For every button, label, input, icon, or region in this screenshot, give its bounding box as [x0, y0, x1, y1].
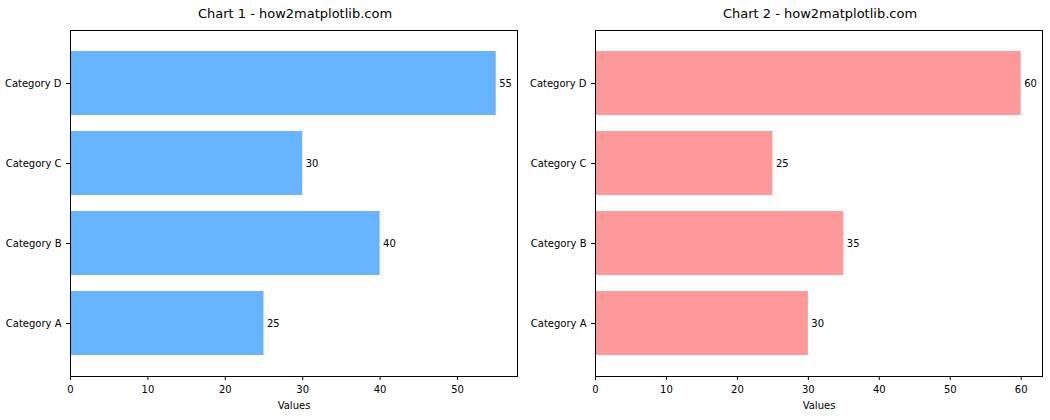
- svg-text:25: 25: [776, 158, 789, 169]
- svg-text:60: 60: [1015, 384, 1028, 395]
- svg-text:20: 20: [219, 384, 232, 395]
- svg-text:10: 10: [660, 384, 673, 395]
- svg-text:60: 60: [1024, 78, 1037, 89]
- svg-text:30: 30: [296, 384, 309, 395]
- svg-text:30: 30: [306, 158, 319, 169]
- html-text:Chart 2 - how2matplotlib.com: Chart 2 - how2matplotlib.com: [722, 6, 918, 21]
- svg-text:Category A: Category A: [531, 318, 587, 329]
- svg-text:Category C: Category C: [531, 158, 587, 169]
- svg-text:40: 40: [873, 384, 886, 395]
- svg-text:40: 40: [383, 238, 396, 249]
- svg-text:Category D: Category D: [530, 78, 587, 89]
- svg-text:25: 25: [267, 318, 280, 329]
- html-text:Chart 1 - how2matplotlib.com: Chart 1 - how2matplotlib.com: [197, 6, 393, 21]
- svg-text:55: 55: [499, 78, 512, 89]
- svg-text:30: 30: [802, 384, 815, 395]
- svg-text:Category B: Category B: [531, 238, 587, 249]
- svg-text:50: 50: [944, 384, 957, 395]
- svg-text:0: 0: [67, 384, 73, 395]
- svg-text:Values: Values: [278, 400, 311, 411]
- svg-text:50: 50: [451, 384, 464, 395]
- svg-text:35: 35: [847, 238, 860, 249]
- svg-text:Category D: Category D: [5, 78, 62, 89]
- svg-text:30: 30: [811, 318, 824, 329]
- svg-text:20: 20: [731, 384, 744, 395]
- svg-text:0: 0: [592, 384, 598, 395]
- svg-text:40: 40: [374, 384, 387, 395]
- svg-text:Values: Values: [803, 400, 836, 411]
- svg-text:Category C: Category C: [6, 158, 62, 169]
- svg-text:Category B: Category B: [6, 238, 62, 249]
- svg-text:10: 10: [142, 384, 155, 395]
- svg-text:Category A: Category A: [6, 318, 62, 329]
